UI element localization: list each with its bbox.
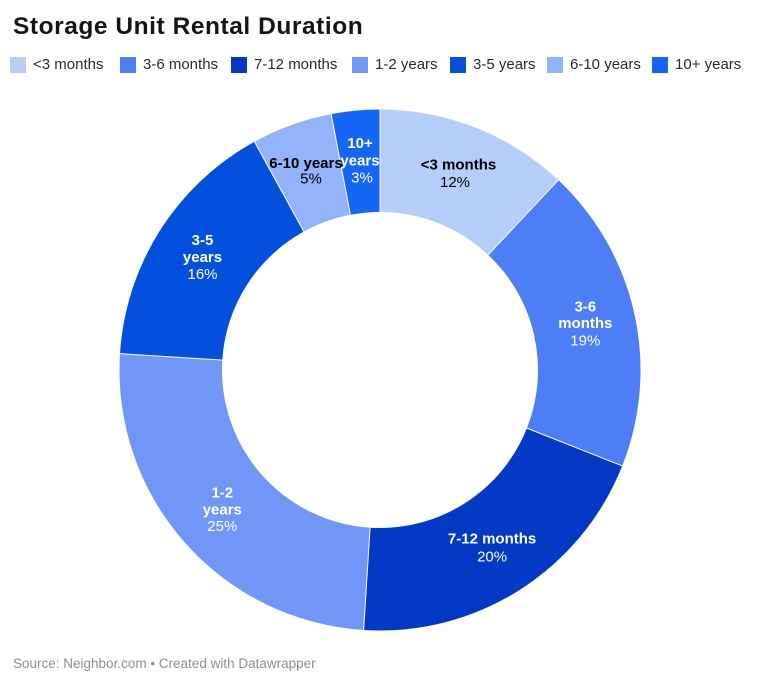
svg-text:3-6: 3-6 <box>574 299 596 316</box>
svg-text:1-2: 1-2 <box>211 484 233 501</box>
svg-text:12%: 12% <box>440 174 470 191</box>
svg-text:10+: 10+ <box>347 135 373 152</box>
svg-text:3%: 3% <box>351 170 373 187</box>
svg-text:5%: 5% <box>300 171 322 188</box>
svg-text:years: years <box>203 501 242 518</box>
svg-text:years: years <box>340 153 379 170</box>
svg-text:<3 months: <3 months <box>421 157 496 174</box>
svg-text:years: years <box>183 249 222 266</box>
svg-text:20%: 20% <box>477 549 507 566</box>
svg-text:19%: 19% <box>570 332 600 349</box>
svg-text:25%: 25% <box>207 518 237 535</box>
svg-text:months: months <box>558 315 612 332</box>
svg-text:3-5: 3-5 <box>192 232 214 249</box>
svg-text:7-12 months: 7-12 months <box>448 531 536 548</box>
svg-text:6-10 years: 6-10 years <box>269 155 342 172</box>
svg-text:16%: 16% <box>187 266 217 283</box>
